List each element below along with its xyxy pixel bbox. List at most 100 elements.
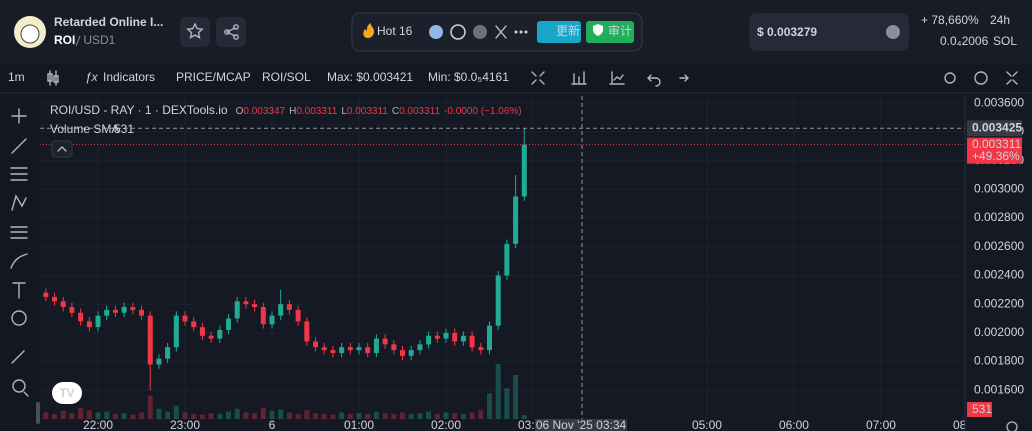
favorite-button[interactable] bbox=[180, 17, 210, 47]
candle-body bbox=[408, 350, 414, 356]
candle-body bbox=[495, 275, 501, 326]
volume-bar bbox=[286, 412, 292, 419]
candle-body bbox=[78, 312, 84, 322]
share-button[interactable] bbox=[216, 17, 246, 47]
volume-bar bbox=[226, 411, 232, 419]
candle-type-icon[interactable] bbox=[47, 70, 59, 86]
volume-bar bbox=[191, 413, 197, 419]
candle-body bbox=[156, 358, 162, 365]
redo-icon[interactable] bbox=[679, 74, 689, 82]
ohlc-key: L bbox=[341, 106, 347, 117]
volume-bar bbox=[330, 414, 336, 419]
candle-body bbox=[478, 347, 484, 351]
zoom-lens[interactable] bbox=[12, 379, 26, 393]
crosshair-tool[interactable] bbox=[11, 108, 27, 124]
projection-tool[interactable] bbox=[10, 226, 28, 239]
y-tick-label: 0.002800 bbox=[974, 210, 1024, 224]
volume-bar bbox=[182, 412, 188, 419]
candle-body bbox=[304, 321, 310, 342]
more-dot bbox=[514, 30, 518, 34]
volume-bar bbox=[313, 413, 319, 419]
last-price-badge bbox=[967, 137, 1022, 164]
camera-icon[interactable] bbox=[944, 72, 956, 84]
update-button[interactable] bbox=[537, 21, 581, 43]
more-dot bbox=[524, 30, 528, 34]
website-icon[interactable] bbox=[450, 24, 466, 40]
x-tick-label: 23:00 bbox=[170, 418, 200, 431]
candle-body bbox=[260, 307, 266, 325]
telegram-icon[interactable] bbox=[473, 25, 487, 39]
volume-bar bbox=[269, 410, 275, 419]
x-tick-label: 6 bbox=[269, 418, 276, 431]
undo-icon[interactable] bbox=[647, 74, 661, 87]
crosshair-price-label: 0.003425 bbox=[972, 120, 1022, 134]
candle-body bbox=[95, 315, 101, 328]
volume-bar bbox=[382, 413, 388, 419]
pair-base: ROI bbox=[54, 33, 75, 47]
info-icon[interactable] bbox=[886, 25, 900, 39]
last-change-label: +49.36% bbox=[972, 149, 1020, 163]
fx-icon: ƒx bbox=[85, 70, 99, 84]
zoom-tool[interactable] bbox=[23, 391, 29, 397]
left-toolbar bbox=[0, 93, 38, 431]
candle-body bbox=[513, 196, 519, 244]
last-price-label: 0.003311 bbox=[972, 137, 1021, 151]
flame-icon bbox=[363, 23, 375, 38]
tv-logo-mark: TV bbox=[59, 386, 74, 400]
fullscreen-icon[interactable] bbox=[531, 71, 545, 85]
candle-body bbox=[226, 318, 232, 330]
pair-slash bbox=[75, 35, 81, 47]
bars-icon[interactable] bbox=[571, 71, 587, 85]
share-dot bbox=[233, 34, 239, 40]
candle-body bbox=[391, 344, 397, 351]
volume-bar bbox=[260, 408, 266, 419]
compare-icon[interactable] bbox=[609, 71, 625, 85]
volume-bar bbox=[426, 411, 432, 419]
axis-settings-icon[interactable] bbox=[1006, 421, 1018, 431]
line-tool[interactable] bbox=[11, 138, 27, 154]
candle-body bbox=[269, 315, 275, 325]
volume-bar bbox=[513, 375, 519, 419]
candle-body bbox=[234, 301, 240, 319]
chart-title: ROI/USD - RAY · 1 · DEXTools.io bbox=[50, 103, 228, 117]
hot-rank: Hot 16 bbox=[377, 24, 413, 38]
candle-body bbox=[165, 347, 171, 359]
volume-bar bbox=[373, 411, 379, 419]
collapse-button[interactable] bbox=[51, 140, 73, 158]
ruler-tool[interactable] bbox=[11, 350, 25, 364]
ohlc-value: 0.003311 bbox=[347, 106, 388, 117]
price: $ 0.003279 bbox=[757, 25, 817, 39]
settings-icon[interactable] bbox=[974, 71, 988, 85]
candle-body bbox=[443, 332, 449, 339]
expand-icon[interactable] bbox=[1006, 71, 1018, 85]
share-dot bbox=[233, 24, 239, 30]
volume-bar bbox=[199, 414, 205, 419]
volume-bar bbox=[452, 413, 458, 419]
brush-tool[interactable] bbox=[10, 253, 28, 269]
candle-body bbox=[347, 347, 353, 351]
avatar-face bbox=[20, 24, 40, 44]
candle-body bbox=[243, 301, 249, 305]
ohlc-key: H bbox=[289, 106, 296, 117]
share-dot bbox=[224, 29, 230, 35]
emoji-tool[interactable] bbox=[11, 310, 27, 326]
overlay: Retarded Online I... ROI USD1 Hot 16 更新 审计 $ 0… bbox=[8, 12, 1032, 431]
candle-body bbox=[208, 335, 214, 339]
sol-price: 0.0₄2006 bbox=[940, 34, 989, 48]
text-tool[interactable] bbox=[12, 282, 26, 299]
volume-bar bbox=[139, 412, 145, 419]
x-tick-label: 07:00 bbox=[866, 418, 896, 431]
volume-bar bbox=[121, 413, 127, 419]
volume-bar bbox=[434, 413, 440, 419]
fib-tool[interactable] bbox=[10, 167, 28, 181]
change-24h: + 78,660% bbox=[921, 13, 979, 27]
sol-unit: SOL bbox=[993, 34, 1017, 48]
candle-body bbox=[417, 344, 423, 351]
candle-body bbox=[426, 335, 432, 345]
volume-bar bbox=[52, 413, 58, 419]
pattern-tool[interactable] bbox=[11, 194, 27, 211]
x-icon[interactable] bbox=[495, 25, 507, 39]
volume-bar bbox=[69, 413, 75, 419]
candle-body bbox=[339, 347, 345, 353]
exchange-icon[interactable] bbox=[429, 25, 443, 39]
